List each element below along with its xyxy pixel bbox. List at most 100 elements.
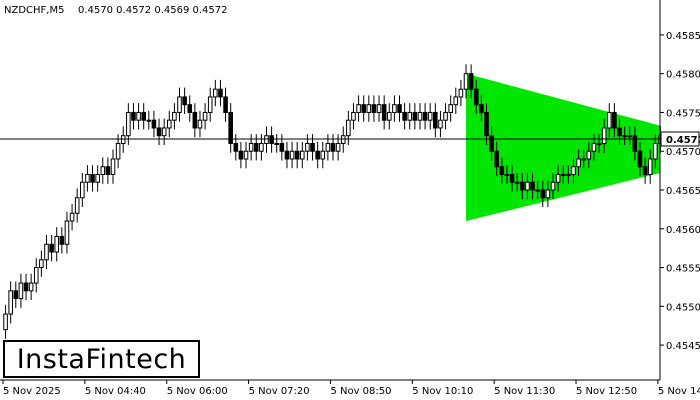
candle-body <box>49 243 54 253</box>
candle-body <box>197 119 203 129</box>
candle-body <box>417 111 423 121</box>
candle-body <box>361 104 366 113</box>
candle-body <box>279 142 285 152</box>
x-tick-label: 5 Nov 06:00 <box>167 386 228 397</box>
candle-body <box>223 96 228 113</box>
candle-body <box>151 119 157 129</box>
candle-body <box>120 135 126 144</box>
candle-body <box>566 173 571 176</box>
candle-body <box>473 88 479 106</box>
candle-body <box>637 150 643 168</box>
candle-body <box>33 267 39 284</box>
bullish-triangle-pattern <box>466 73 660 222</box>
y-tick-label: 0.4575 <box>666 108 700 119</box>
candle-body <box>376 104 382 113</box>
candle-body <box>427 111 433 121</box>
candle-body <box>463 73 469 90</box>
candle-body <box>294 150 300 160</box>
candle-body <box>627 135 633 138</box>
candle-body <box>233 142 239 152</box>
candle-body <box>161 127 167 137</box>
candle-body <box>64 220 70 245</box>
symbol-label: NZDCHF,M5 <box>4 5 64 16</box>
candle-body <box>284 150 290 160</box>
candle-body <box>248 142 254 152</box>
y-ticks-layer: 0.4585 0.4580 0.4575 0.4570 0.4565 0.4560 0.45… <box>660 31 700 352</box>
candle-body <box>300 150 305 160</box>
candle-body <box>632 135 638 152</box>
candle-body <box>8 290 13 315</box>
candle-body <box>253 142 259 152</box>
candle-body <box>514 181 520 184</box>
candle-body <box>366 104 372 113</box>
candle-body <box>325 142 331 152</box>
candle-body <box>105 166 111 175</box>
candle-body <box>612 111 617 129</box>
candle-body <box>586 150 592 160</box>
candle-body <box>95 173 100 183</box>
triangle-pattern-layer <box>466 73 660 222</box>
candle-body <box>44 243 49 261</box>
candle-body <box>28 282 34 292</box>
candle-body <box>545 189 551 199</box>
candle-body <box>530 181 535 191</box>
candle-body <box>647 158 653 175</box>
candle-body <box>141 111 146 121</box>
candle-body <box>540 189 546 199</box>
candle-body <box>340 135 346 144</box>
y-tick-label: 0.4565 <box>666 186 700 197</box>
candle-body <box>351 111 356 121</box>
candle-body <box>520 181 525 191</box>
candle-body <box>606 111 612 129</box>
candle-body <box>458 88 464 98</box>
candle-body <box>453 96 459 106</box>
logo-text: InstaFintech <box>16 343 187 375</box>
candle-body <box>80 181 85 199</box>
x-ticks-layer: 5 Nov 2025 5 Nov 04:40 5 Nov 06:00 5 Nov 07… <box>2 380 700 397</box>
candle-body <box>499 166 505 175</box>
x-tick-label: 5 Nov 14:10 <box>658 386 700 397</box>
current-price-tag-text: 0.4572 <box>666 135 700 146</box>
instafintech-logo: InstaFintech <box>3 340 200 378</box>
candle-body <box>74 197 80 214</box>
x-tick-label: 5 Nov 08:50 <box>330 386 391 397</box>
candle-body <box>525 181 530 191</box>
candle-body <box>156 127 162 137</box>
candle-body <box>228 111 233 144</box>
x-tick-label: 5 Nov 12:50 <box>576 386 637 397</box>
candle-body <box>172 111 177 121</box>
ohlc-values: 0.4570 0.4572 0.4569 0.4572 <box>78 5 228 16</box>
candle-body <box>550 181 556 191</box>
candle-body <box>576 158 581 168</box>
x-tick-label: 5 Nov 11:30 <box>494 386 555 397</box>
candle-body <box>535 189 540 192</box>
candle-body <box>402 111 407 121</box>
candle-body <box>213 88 218 98</box>
candle-body <box>305 142 310 152</box>
candle-body <box>131 111 136 121</box>
candle-body <box>18 282 24 300</box>
candle-body <box>315 150 320 160</box>
candle-body <box>269 135 274 144</box>
candle-body <box>504 173 510 176</box>
candle-body <box>243 150 249 160</box>
x-tick-label: 5 Nov 07:20 <box>249 386 310 397</box>
x-tick-label: 5 Nov 10:10 <box>412 386 473 397</box>
candle-body <box>494 150 500 168</box>
candle-body <box>412 111 418 121</box>
candle-body <box>489 135 494 152</box>
y-tick-label: 0.4550 <box>666 302 700 313</box>
y-tick-label: 0.4585 <box>666 31 700 42</box>
candle-body <box>433 111 438 129</box>
candle-body <box>560 173 566 176</box>
candle-body <box>136 111 141 121</box>
candle-body <box>642 166 648 175</box>
candle-body <box>177 96 182 113</box>
candle-body <box>371 104 377 113</box>
candle-body <box>622 135 627 138</box>
y-tick-label: 0.4570 <box>666 147 700 158</box>
candle-body <box>596 142 602 145</box>
candle-body <box>259 142 264 152</box>
candle-body <box>146 119 152 122</box>
candle-body <box>443 111 448 121</box>
